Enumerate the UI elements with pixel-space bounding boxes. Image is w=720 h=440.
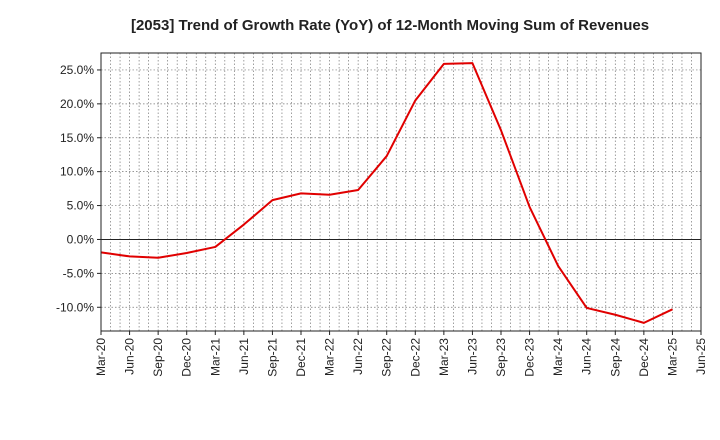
series-layer [100, 62, 673, 324]
grid-lines [100, 53, 702, 331]
x-tick-label: Dec-22 [408, 338, 422, 377]
y-axis-ticks: 25.0% 20.0% 15.0% 10.0% 5.0% 0.0% -5.0% -10.0% [56, 63, 101, 314]
y-tick-label: 25.0% [60, 63, 94, 77]
x-tick-label: Jun-20 [123, 338, 137, 375]
x-tick-label: Mar-21 [208, 338, 222, 376]
chart-title: [2053] Trend of Growth Rate (YoY) of 12-… [131, 17, 649, 34]
x-tick-label: Dec-21 [294, 338, 308, 377]
x-tick-label: Sep-21 [265, 338, 279, 377]
x-tick-label: Jun-21 [237, 338, 251, 375]
x-tick-label: Jun-22 [351, 338, 365, 375]
x-tick-label: Dec-24 [637, 338, 651, 377]
y-tick-label: 5.0% [67, 199, 95, 213]
y-tick-label: 10.0% [60, 165, 94, 179]
y-tick-label: 20.0% [60, 97, 94, 111]
x-tick-label: Mar-24 [551, 338, 565, 376]
plot-frame [100, 52, 702, 332]
x-axis-ticks: Mar-20 Jun-20 Sep-20 Dec-20 Mar-21 Jun-21 Sep-… [94, 331, 708, 377]
x-tick-label: Mar-23 [437, 338, 451, 376]
x-tick-label: Sep-24 [608, 338, 622, 377]
x-tick-label: Sep-22 [380, 338, 394, 377]
x-tick-label: Mar-20 [94, 338, 108, 376]
x-tick-label: Sep-23 [494, 338, 508, 377]
series-line [100, 62, 673, 324]
y-tick-label: -10.0% [56, 300, 94, 314]
y-tick-label: 0.0% [67, 232, 95, 246]
x-tick-label: Dec-20 [180, 338, 194, 377]
x-tick-label: Jun-25 [694, 338, 708, 375]
x-tick-label: Dec-23 [523, 338, 537, 377]
x-tick-label: Jun-23 [465, 338, 479, 375]
y-tick-label: -5.0% [63, 266, 95, 280]
y-tick-label: 15.0% [60, 131, 94, 145]
x-tick-label: Sep-20 [151, 338, 165, 377]
x-tick-label: Mar-22 [323, 338, 337, 376]
x-tick-label: Jun-24 [580, 338, 594, 375]
x-tick-label: Mar-25 [665, 338, 679, 376]
